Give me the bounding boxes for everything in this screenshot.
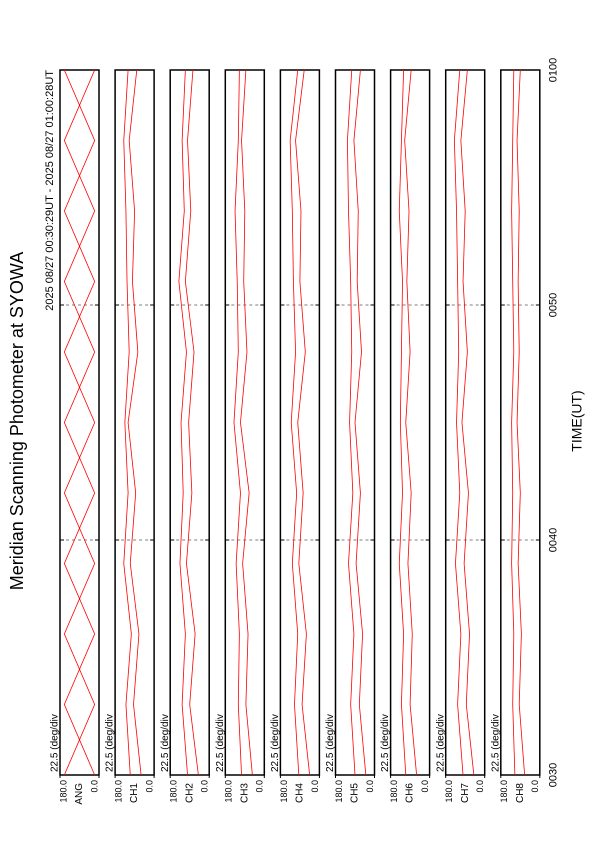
scale-label: 22.5 (deg/div — [105, 714, 116, 772]
rotated-chart: Meridian Scanning Photometer at SYOWA 20… — [7, 58, 585, 805]
x-tick-label: 0050 — [548, 293, 560, 317]
channel-label: CH8 — [515, 783, 526, 803]
y-tick-label: 0.0 — [530, 780, 540, 793]
scale-label: 22.5 (deg/div — [380, 714, 391, 772]
trace — [453, 69, 464, 776]
panel-frame — [444, 69, 486, 776]
channel-label: CH4 — [295, 783, 306, 803]
x-tick-label: 0040 — [548, 528, 560, 552]
x-axis-label: TIME(UT) — [569, 390, 585, 451]
y-tick-label: 180.0 — [169, 780, 179, 803]
subtitle: 2025 08/27 00:30:29UT - 2025 08/27 01:00… — [44, 70, 56, 311]
y-tick-label: 180.0 — [389, 780, 399, 803]
x-tick-label: 0100 — [548, 58, 560, 82]
channel-label: CH2 — [184, 783, 195, 803]
scale-label: 22.5 (deg/div — [270, 714, 281, 772]
scale-label: 22.5 (deg/div — [160, 714, 171, 772]
panel-frame — [224, 69, 266, 776]
scale-label: 22.5 (deg/div — [435, 714, 446, 772]
scale-label: 22.5 (deg/div — [215, 714, 226, 772]
chart-title: Meridian Scanning Photometer at SYOWA — [7, 252, 27, 591]
x-tick-label: 0030 — [548, 763, 560, 787]
y-tick-label: 180.0 — [444, 780, 454, 803]
channel-label: CH1 — [129, 783, 140, 803]
channel-label: ANG — [74, 783, 85, 805]
trace — [63, 69, 96, 776]
channel-label: CH6 — [405, 783, 416, 803]
trace — [178, 69, 188, 776]
scale-label: 22.5 (deg/div — [50, 714, 61, 772]
trace — [516, 69, 526, 776]
trace — [63, 69, 96, 776]
y-tick-label: 180.0 — [58, 780, 68, 803]
trace — [123, 69, 132, 776]
y-tick-label: 180.0 — [499, 780, 509, 803]
trace — [347, 69, 356, 776]
channel-label: CH7 — [460, 783, 471, 803]
y-tick-label: 180.0 — [279, 780, 289, 803]
trace — [511, 69, 516, 776]
scale-label: 22.5 (deg/div — [490, 714, 501, 772]
trace — [295, 69, 311, 776]
y-tick-label: 0.0 — [200, 780, 210, 793]
trace — [398, 69, 407, 776]
y-tick-label: 0.0 — [365, 780, 375, 793]
y-tick-label: 0.0 — [420, 780, 430, 793]
channel-label: CH5 — [350, 783, 361, 803]
y-tick-label: 0.0 — [144, 780, 154, 793]
trace — [184, 69, 199, 776]
trace — [240, 69, 253, 776]
y-tick-label: 0.0 — [310, 780, 320, 793]
panel-frame — [389, 69, 431, 776]
panel-frame — [169, 69, 210, 776]
panel-frame — [114, 69, 155, 776]
trace — [404, 69, 417, 776]
y-tick-label: 0.0 — [255, 780, 265, 793]
trace — [289, 69, 300, 776]
trace — [353, 69, 367, 776]
y-tick-label: 0.0 — [89, 780, 99, 793]
trace — [233, 69, 242, 776]
y-tick-label: 180.0 — [334, 780, 344, 803]
y-tick-label: 180.0 — [113, 780, 123, 803]
scale-label: 22.5 (deg/div — [325, 714, 336, 772]
y-tick-label: 0.0 — [475, 780, 485, 793]
y-tick-label: 180.0 — [224, 780, 234, 803]
channel-label: CH3 — [239, 783, 250, 803]
trace — [127, 69, 142, 776]
trace — [460, 69, 475, 776]
panel-frame — [279, 69, 321, 776]
